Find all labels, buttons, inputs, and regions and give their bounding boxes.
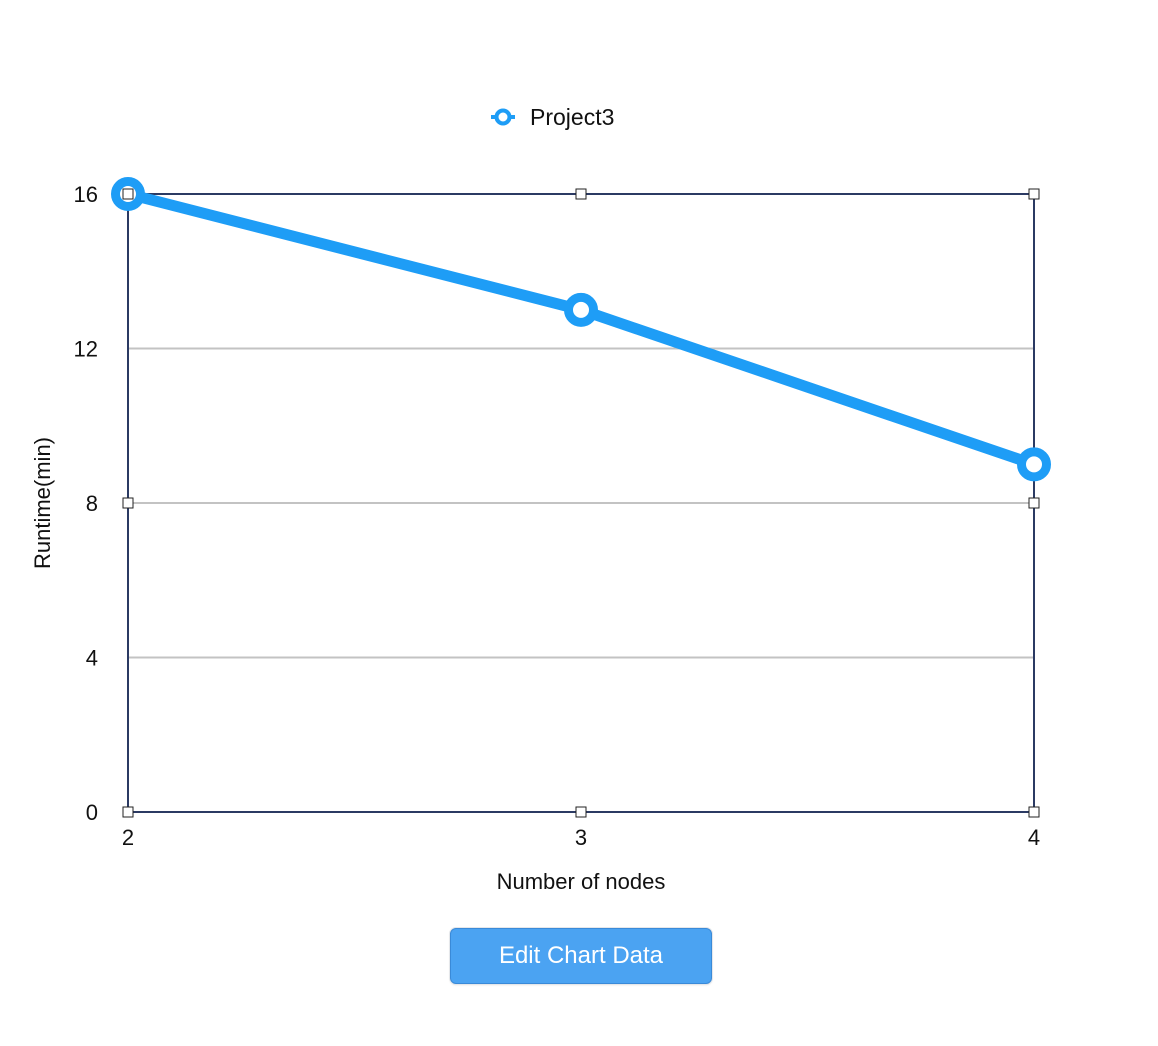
resize-handle[interactable] bbox=[122, 188, 134, 200]
legend-marker-icon bbox=[494, 108, 512, 126]
data-point[interactable] bbox=[1017, 447, 1051, 482]
y-tick-label: 12 bbox=[74, 337, 98, 362]
x-tick-label: 3 bbox=[575, 825, 587, 850]
series-project3[interactable] bbox=[111, 177, 1051, 482]
y-tick-label: 0 bbox=[86, 800, 98, 825]
resize-handle[interactable] bbox=[575, 806, 587, 818]
resize-handle[interactable] bbox=[122, 806, 134, 818]
legend[interactable]: Project3 bbox=[491, 104, 614, 130]
y-axis-label: Runtime(min) bbox=[30, 437, 55, 569]
resize-handle[interactable] bbox=[1028, 188, 1040, 200]
gridlines bbox=[128, 347, 1034, 659]
x-axis-ticks: 2 3 4 bbox=[122, 825, 1040, 850]
x-axis-label: Number of nodes bbox=[497, 869, 666, 894]
legend-label: Project3 bbox=[530, 104, 614, 130]
x-tick-label: 4 bbox=[1028, 825, 1040, 850]
series-line[interactable] bbox=[126, 188, 1036, 470]
x-tick-label: 2 bbox=[122, 825, 134, 850]
y-axis-ticks: 0 4 8 12 16 bbox=[74, 182, 98, 825]
resize-handle[interactable] bbox=[575, 188, 587, 200]
selection-handles bbox=[122, 188, 1040, 818]
resize-handle[interactable] bbox=[1028, 497, 1040, 509]
edit-chart-data-button[interactable]: Edit Chart Data bbox=[450, 928, 712, 984]
data-point[interactable] bbox=[564, 292, 598, 327]
y-tick-label: 8 bbox=[86, 491, 98, 516]
y-tick-label: 4 bbox=[86, 646, 98, 671]
y-tick-label: 16 bbox=[74, 182, 98, 207]
resize-handle[interactable] bbox=[122, 497, 134, 509]
resize-handle[interactable] bbox=[1028, 806, 1040, 818]
